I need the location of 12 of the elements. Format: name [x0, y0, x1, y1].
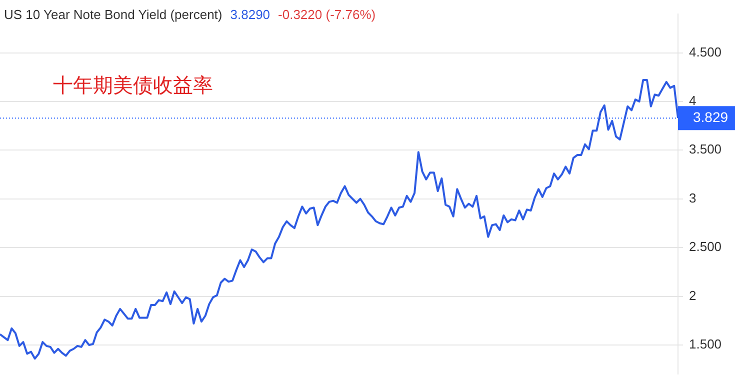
annotation: -0.3220 (-7.76%)	[278, 7, 376, 22]
chart-title: US 10 Year Note Bond Yield (percent)	[4, 7, 222, 22]
annotation: 3.8290	[230, 7, 270, 22]
y-tick-label: 4.500	[689, 44, 722, 60]
y-tick-label: 2	[689, 288, 696, 303]
y-tick-label: 3	[689, 190, 696, 206]
y-tick-label: 1.500	[689, 336, 722, 352]
y-tick-label: 2.500	[689, 239, 722, 254]
annotation: 十年期美债收益率	[53, 72, 213, 99]
y-tick-label: 3.500	[689, 142, 722, 157]
y-tick-label: 4	[689, 93, 696, 108]
ref-line-label: 3.829	[692, 108, 728, 125]
